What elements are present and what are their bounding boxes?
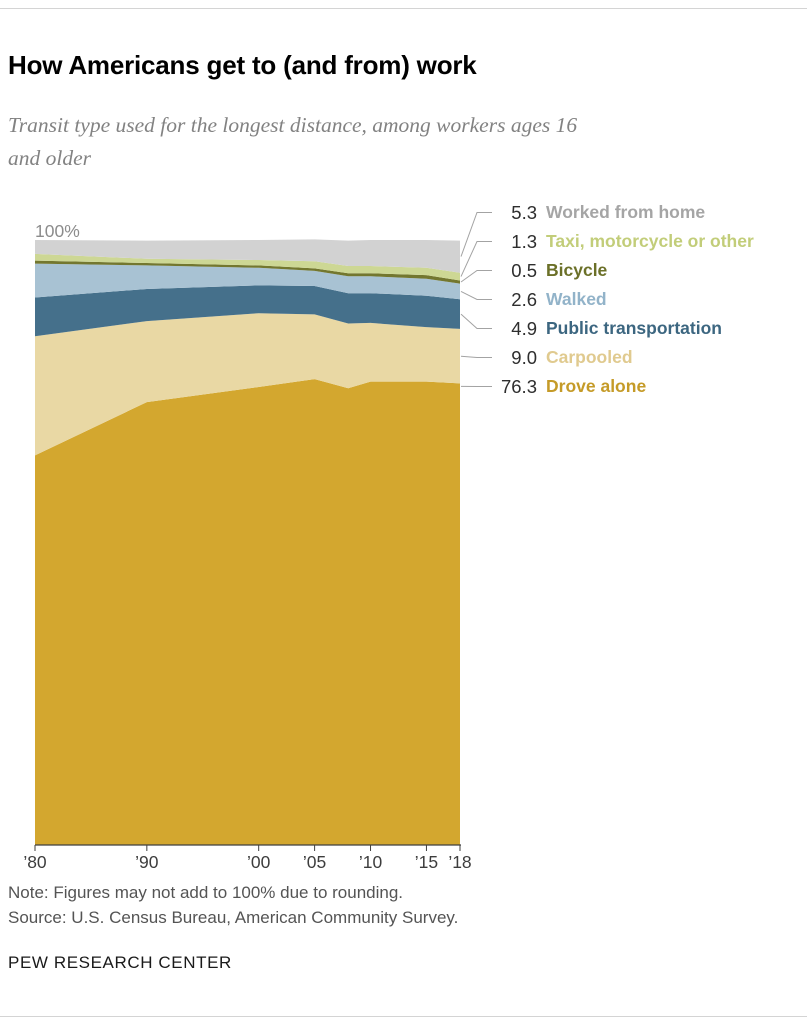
legend-item-value: 0.5 [511,259,537,281]
legend-item: 1.3 Taxi, motorcycle or other [490,227,805,256]
legend-item: 9.0 Carpooled [490,343,805,372]
connector-taxi-motorcycle-or-other [460,241,492,277]
area-walked [35,263,460,300]
x-axis-tick-label: ’18 [448,852,471,872]
legend-item-value: 2.6 [511,288,537,310]
legend-item: 4.9 Public transportation [490,314,805,343]
chart-axis-group: ’80 ’90 ’00 ’05 ’10 ’15 ’18 [23,844,472,872]
legend-connector-lines [460,212,492,387]
legend-item: 0.5 Bicycle [490,256,805,285]
legend-item: 76.3 Drove alone [490,372,805,401]
x-axis-tick-label: ’15 [415,852,438,872]
legend-item-value: 5.3 [511,201,537,223]
top-divider-line [0,8,807,9]
area-public-transportation [35,285,460,337]
legend-item: 2.6 Walked [490,285,805,314]
legend-item-value: 9.0 [511,346,537,368]
legend-item-value: 4.9 [511,317,537,339]
chart-legend: 5.3 Worked from home 1.3 Taxi, motorcycl… [490,198,805,401]
legend-item-value: 1.3 [511,230,537,252]
connector-bicycle [460,270,492,283]
area-carpooled [35,313,460,456]
area-bicycle [35,260,460,284]
connector-carpooled [460,355,492,358]
legend-item-label: Carpooled [546,347,633,367]
legend-item-label: Public transportation [546,318,722,338]
chart-source: Source: U.S. Census Bureau, American Com… [8,908,459,927]
connector-walked [460,290,492,300]
pew-research-center-brand: PEW RESEARCH CENTER [8,953,232,972]
chart-note: Note: Figures may not add to 100% due to… [8,883,404,902]
area-drove-alone [35,379,460,845]
legend-item: 5.3 Worked from home [490,198,805,227]
connector-worked-from-home [460,212,492,257]
x-axis-tick-label: ’10 [359,852,383,872]
x-axis-tick-label: ’00 [247,852,271,872]
legend-item-label: Bicycle [546,260,608,280]
x-axis-tick-label: ’90 [135,852,159,872]
chart-areas-group [35,239,460,845]
connector-public-transportation [460,313,492,329]
page-title: How Americans get to (and from) work [8,50,477,81]
area-worked-from-home [35,239,460,273]
x-axis-tick-label: ’80 [23,852,47,872]
x-axis-tick-label: ’05 [303,852,326,872]
bottom-divider-line [0,1016,807,1017]
legend-item-label: Taxi, motorcycle or other [546,231,754,251]
legend-item-label: Walked [546,289,607,309]
legend-item-label: Drove alone [546,376,647,396]
transit-area-chart-svg: 100% ’80 ’90 ’00 ’05 ’10 ’15 ’18 [23,212,492,872]
legend-item-value: 76.3 [500,375,537,397]
y-axis-100-label: 100% [35,221,80,241]
chart-subtitle: Transit type used for the longest distan… [8,112,578,171]
legend-item-label: Worked from home [546,202,706,222]
area-taxi-motorcycle-or-other [35,253,460,281]
